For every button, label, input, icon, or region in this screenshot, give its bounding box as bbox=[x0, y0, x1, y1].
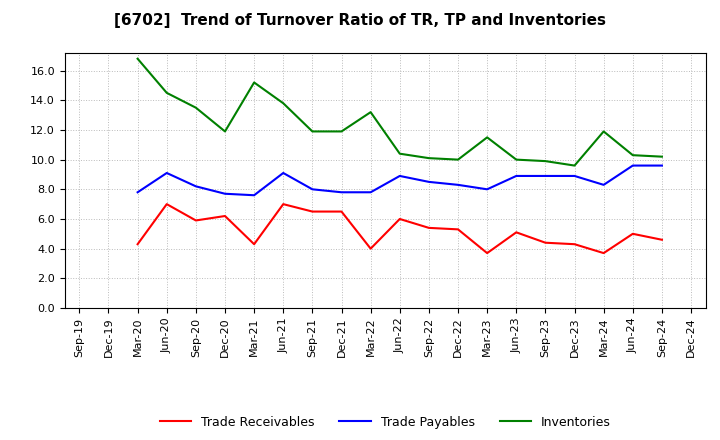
Inventories bbox=[657, 154, 666, 159]
Trade Payables bbox=[425, 179, 433, 184]
Trade Receivables bbox=[250, 242, 258, 247]
Trade Receivables bbox=[163, 202, 171, 207]
Trade Receivables bbox=[337, 209, 346, 214]
Trade Receivables bbox=[570, 242, 579, 247]
Inventories bbox=[337, 129, 346, 134]
Trade Payables bbox=[220, 191, 229, 196]
Inventories bbox=[220, 129, 229, 134]
Trade Payables bbox=[629, 163, 637, 168]
Trade Receivables bbox=[599, 250, 608, 256]
Trade Receivables bbox=[366, 246, 375, 251]
Trade Receivables bbox=[512, 230, 521, 235]
Legend: Trade Receivables, Trade Payables, Inventories: Trade Receivables, Trade Payables, Inven… bbox=[155, 411, 616, 434]
Text: [6702]  Trend of Turnover Ratio of TR, TP and Inventories: [6702] Trend of Turnover Ratio of TR, TP… bbox=[114, 13, 606, 28]
Trade Payables bbox=[512, 173, 521, 179]
Trade Payables bbox=[483, 187, 492, 192]
Inventories bbox=[454, 157, 462, 162]
Line: Inventories: Inventories bbox=[138, 59, 662, 165]
Trade Payables bbox=[599, 182, 608, 187]
Trade Payables bbox=[366, 190, 375, 195]
Inventories bbox=[192, 105, 200, 110]
Trade Receivables bbox=[220, 213, 229, 219]
Trade Receivables bbox=[425, 225, 433, 231]
Trade Receivables bbox=[308, 209, 317, 214]
Inventories bbox=[541, 158, 550, 164]
Inventories bbox=[250, 80, 258, 85]
Inventories bbox=[629, 153, 637, 158]
Inventories bbox=[570, 163, 579, 168]
Inventories bbox=[366, 110, 375, 115]
Trade Receivables bbox=[454, 227, 462, 232]
Line: Trade Receivables: Trade Receivables bbox=[138, 204, 662, 253]
Trade Payables bbox=[337, 190, 346, 195]
Trade Receivables bbox=[279, 202, 287, 207]
Trade Receivables bbox=[541, 240, 550, 246]
Trade Payables bbox=[308, 187, 317, 192]
Trade Payables bbox=[395, 173, 404, 179]
Trade Payables bbox=[163, 170, 171, 176]
Trade Receivables bbox=[133, 242, 142, 247]
Inventories bbox=[279, 101, 287, 106]
Inventories bbox=[483, 135, 492, 140]
Inventories bbox=[395, 151, 404, 156]
Trade Receivables bbox=[483, 250, 492, 256]
Inventories bbox=[425, 155, 433, 161]
Inventories bbox=[133, 56, 142, 61]
Inventories bbox=[512, 157, 521, 162]
Line: Trade Payables: Trade Payables bbox=[138, 165, 662, 195]
Trade Receivables bbox=[629, 231, 637, 236]
Inventories bbox=[163, 90, 171, 95]
Trade Receivables bbox=[192, 218, 200, 223]
Trade Payables bbox=[250, 193, 258, 198]
Inventories bbox=[308, 129, 317, 134]
Trade Receivables bbox=[657, 237, 666, 242]
Trade Payables bbox=[133, 190, 142, 195]
Trade Payables bbox=[570, 173, 579, 179]
Trade Payables bbox=[279, 170, 287, 176]
Trade Payables bbox=[541, 173, 550, 179]
Trade Payables bbox=[657, 163, 666, 168]
Trade Payables bbox=[454, 182, 462, 187]
Trade Payables bbox=[192, 183, 200, 189]
Inventories bbox=[599, 129, 608, 134]
Trade Receivables bbox=[395, 216, 404, 222]
